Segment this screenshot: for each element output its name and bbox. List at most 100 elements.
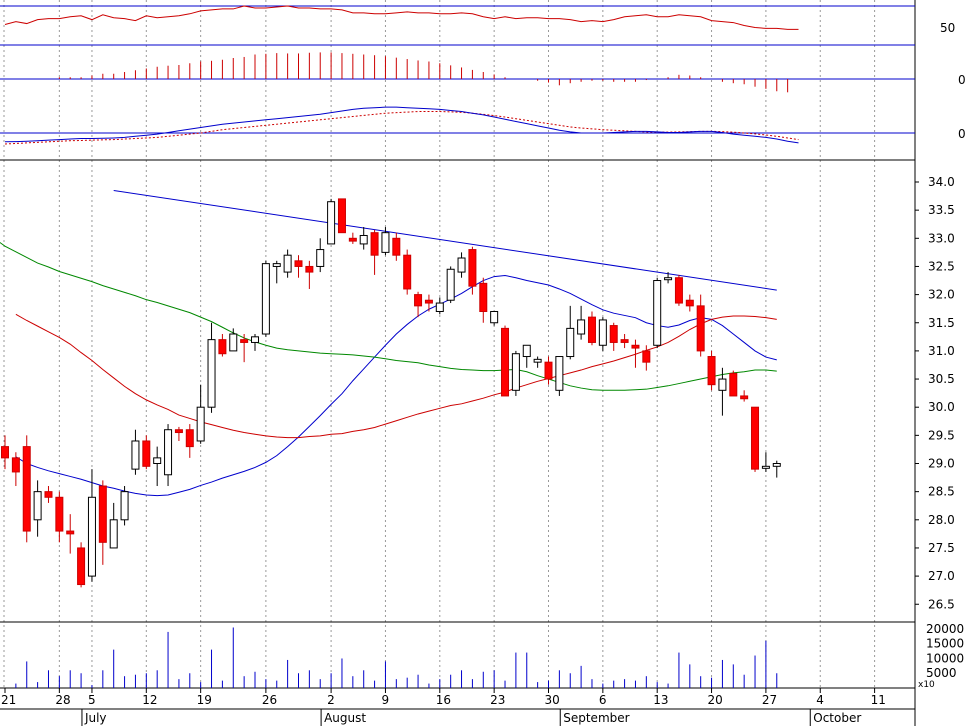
candle-body xyxy=(674,277,683,304)
price-tick-label: 30.5 xyxy=(928,372,955,386)
volume-tick-label: 10000 xyxy=(926,651,964,665)
candle-body xyxy=(772,463,781,467)
candle-body xyxy=(316,249,325,267)
candle-body xyxy=(327,201,336,245)
candle-body xyxy=(272,263,281,267)
candle-body xyxy=(229,333,238,352)
date-tick-label: 26 xyxy=(262,693,277,707)
date-tick-label: 30 xyxy=(545,693,560,707)
candle-body xyxy=(185,429,194,448)
candle-body xyxy=(479,282,488,312)
price-tick-label: 32.5 xyxy=(928,259,955,273)
price-tick-label: 31.5 xyxy=(928,316,955,330)
candle-body xyxy=(718,378,727,391)
price-tick-label: 30.0 xyxy=(928,400,955,414)
price-tick-label: 29.5 xyxy=(928,428,955,442)
candle-body xyxy=(501,327,510,397)
volume-tick-label: 15000 xyxy=(926,637,964,651)
signal-line xyxy=(4,111,799,145)
candle-body xyxy=(511,353,520,391)
rsi-tick-label: 50 xyxy=(940,21,955,35)
candle-body xyxy=(207,339,216,408)
candle-body xyxy=(729,372,738,397)
candle-body xyxy=(251,336,260,343)
candle-body xyxy=(609,325,618,343)
price-tick-label: 31.0 xyxy=(928,344,955,358)
date-tick-label: 5 xyxy=(88,693,96,707)
candle-body xyxy=(174,429,183,434)
volume-multiplier-label: x10 xyxy=(918,680,935,690)
date-tick-label: 13 xyxy=(653,693,668,707)
date-tick-label: 21 xyxy=(1,693,16,707)
candle-body xyxy=(305,265,314,273)
candle-body xyxy=(77,547,86,586)
candle-body xyxy=(131,440,140,470)
price-tick-label: 33.5 xyxy=(928,203,955,217)
candle-body xyxy=(424,299,433,304)
price-tick-label: 32.0 xyxy=(928,288,955,302)
candle-body xyxy=(261,263,270,335)
candle-body xyxy=(740,395,749,400)
price-tick-label: 26.5 xyxy=(928,597,955,611)
macd-tick-label: 0 xyxy=(958,127,966,141)
candle-body xyxy=(631,344,640,349)
candle-body xyxy=(522,344,531,358)
candle-body xyxy=(533,358,542,363)
candle-body xyxy=(435,302,444,312)
date-tick-label: 16 xyxy=(436,693,451,707)
candle-body xyxy=(370,232,379,256)
candle-body xyxy=(664,277,673,281)
candle-body xyxy=(544,361,553,380)
date-tick-label: 4 xyxy=(816,693,824,707)
date-tick-label: 6 xyxy=(599,693,607,707)
date-tick-label: 23 xyxy=(490,693,505,707)
volume-tick-label: 20000 xyxy=(926,622,964,636)
candle-body xyxy=(653,280,662,346)
candle-body xyxy=(33,491,42,521)
price-tick-label: 27.0 xyxy=(928,569,955,583)
rsi-line xyxy=(4,5,799,30)
trendline xyxy=(113,189,777,291)
candle-body xyxy=(337,198,346,234)
moving-average-line xyxy=(0,241,777,391)
price-tick-label: 27.5 xyxy=(928,541,955,555)
grid xyxy=(0,0,916,726)
volume-tick-label: 5000 xyxy=(926,666,957,680)
date-tick-label: 19 xyxy=(197,693,212,707)
candle-body xyxy=(414,294,423,307)
price-tick-label: 34.0 xyxy=(928,175,955,189)
candle-body xyxy=(142,440,151,467)
histogram-panel xyxy=(0,52,915,93)
candle-body xyxy=(348,237,357,242)
moving-average-line xyxy=(15,274,777,497)
price-tick-label: 28.5 xyxy=(928,485,955,499)
candle-body xyxy=(685,299,694,307)
macd-line xyxy=(4,106,799,144)
candle-body xyxy=(196,406,205,442)
candle-body xyxy=(555,356,564,391)
candle-body xyxy=(566,327,575,358)
candle-body xyxy=(22,446,31,532)
candle-body xyxy=(87,496,96,577)
axes: 26.5 27.0 27.5 28.0 28.5 29.0 29.5 30.0 30.5 31.0… xyxy=(0,21,966,726)
month-label: July xyxy=(84,711,107,725)
candle-body xyxy=(164,429,173,476)
candle-body xyxy=(577,319,586,335)
price-tick-label: 28.0 xyxy=(928,513,955,527)
date-tick-label: 11 xyxy=(871,693,886,707)
volume-panel xyxy=(15,627,778,688)
date-tick-label: 27 xyxy=(762,693,777,707)
candle-body xyxy=(153,457,162,464)
candle-body xyxy=(98,485,107,543)
candle-body xyxy=(240,339,249,343)
candle-body xyxy=(761,465,770,469)
candlesticks xyxy=(1,198,781,588)
candle-body xyxy=(468,249,477,287)
candle-body xyxy=(11,457,20,473)
date-tick-label: 12 xyxy=(142,693,157,707)
candle-body xyxy=(457,257,466,273)
candle-body xyxy=(403,254,412,290)
candle-body xyxy=(381,232,390,253)
candle-body xyxy=(44,491,53,498)
date-tick-label: 9 xyxy=(381,693,389,707)
